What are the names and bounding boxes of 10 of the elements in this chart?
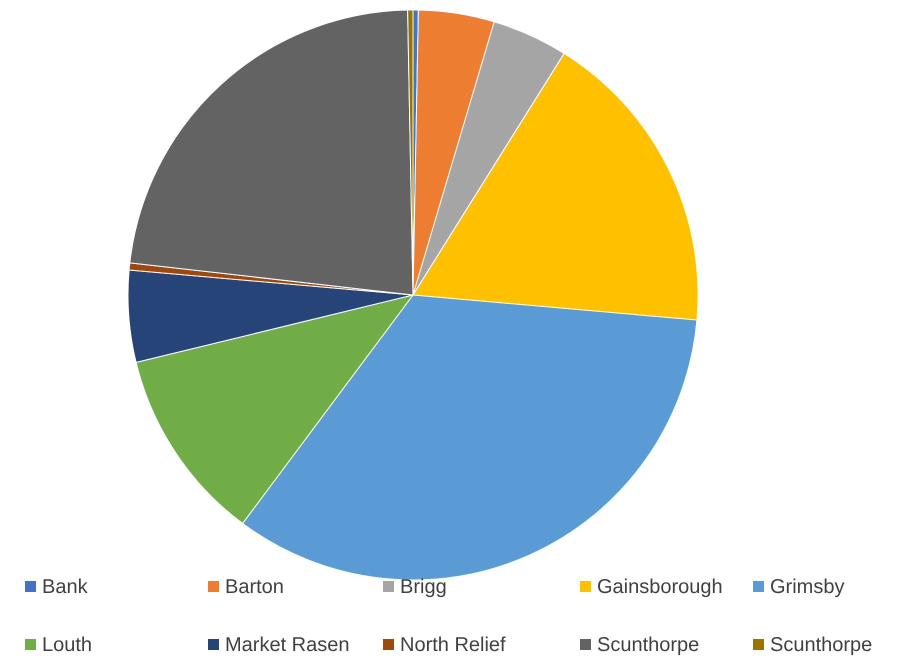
legend-label: Brigg — [400, 576, 447, 598]
legend-label: Gainsborough — [597, 576, 723, 598]
legend-label: Grimsby — [770, 576, 844, 598]
legend-label: Bank — [42, 576, 89, 598]
legend-label: Louth — [42, 634, 92, 656]
legend-label: North Relief — [400, 634, 506, 656]
legend-label: Scunthorpe — [770, 634, 872, 656]
legend-label: Scunthorpe — [597, 634, 700, 656]
legend-label: Market Rasen — [225, 634, 350, 656]
legend-label: Barton — [225, 576, 284, 598]
